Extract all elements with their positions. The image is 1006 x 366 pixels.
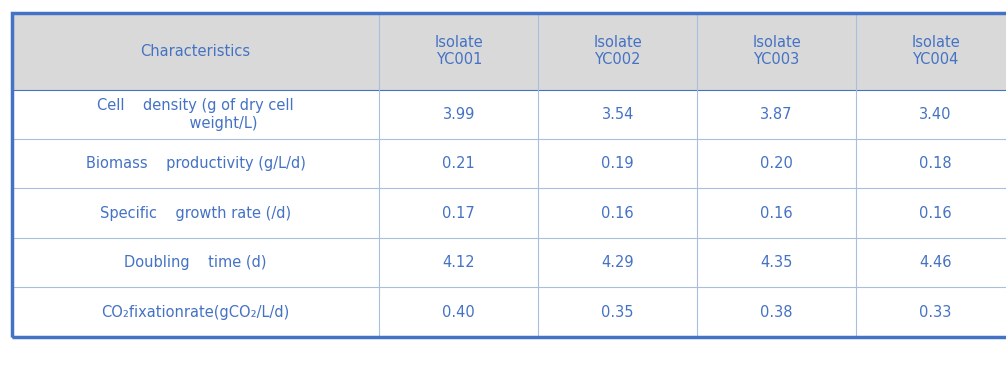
Bar xyxy=(12,188,1006,238)
Text: Isolate
YC004: Isolate YC004 xyxy=(911,35,960,67)
Bar xyxy=(12,13,1006,337)
Text: Biomass    productivity (g/L/d): Biomass productivity (g/L/d) xyxy=(86,156,306,171)
Text: 0.16: 0.16 xyxy=(919,206,952,221)
Text: 4.46: 4.46 xyxy=(919,255,952,270)
Text: 0.40: 0.40 xyxy=(443,305,475,320)
Text: 3.87: 3.87 xyxy=(761,107,793,122)
Text: 0.35: 0.35 xyxy=(602,305,634,320)
Text: 0.18: 0.18 xyxy=(919,156,952,171)
Text: 3.99: 3.99 xyxy=(443,107,475,122)
Text: 0.20: 0.20 xyxy=(761,156,793,171)
Text: 4.29: 4.29 xyxy=(602,255,634,270)
Bar xyxy=(12,287,1006,337)
Bar xyxy=(12,238,1006,287)
Text: 0.21: 0.21 xyxy=(443,156,475,171)
Text: 3.54: 3.54 xyxy=(602,107,634,122)
Text: 0.17: 0.17 xyxy=(443,206,475,221)
Text: Isolate
YC003: Isolate YC003 xyxy=(752,35,801,67)
Text: Cell    density (g of dry cell
            weight/L): Cell density (g of dry cell weight/L) xyxy=(98,98,294,131)
Text: Isolate
YC001: Isolate YC001 xyxy=(435,35,483,67)
Text: 4.12: 4.12 xyxy=(443,255,475,270)
Bar xyxy=(12,139,1006,188)
Bar xyxy=(12,90,1006,139)
Text: Doubling    time (d): Doubling time (d) xyxy=(125,255,267,270)
Text: Characteristics: Characteristics xyxy=(141,44,250,59)
Text: 0.33: 0.33 xyxy=(919,305,952,320)
Text: Specific    growth rate (/d): Specific growth rate (/d) xyxy=(101,206,291,221)
Text: 0.19: 0.19 xyxy=(602,156,634,171)
Text: CO₂fixationrate(gCO₂/L/d): CO₂fixationrate(gCO₂/L/d) xyxy=(102,305,290,320)
Bar xyxy=(12,13,1006,90)
Text: 3.40: 3.40 xyxy=(919,107,952,122)
Text: Isolate
YC002: Isolate YC002 xyxy=(594,35,642,67)
Text: 0.16: 0.16 xyxy=(761,206,793,221)
Text: 4.35: 4.35 xyxy=(761,255,793,270)
Text: 0.16: 0.16 xyxy=(602,206,634,221)
Text: 0.38: 0.38 xyxy=(761,305,793,320)
